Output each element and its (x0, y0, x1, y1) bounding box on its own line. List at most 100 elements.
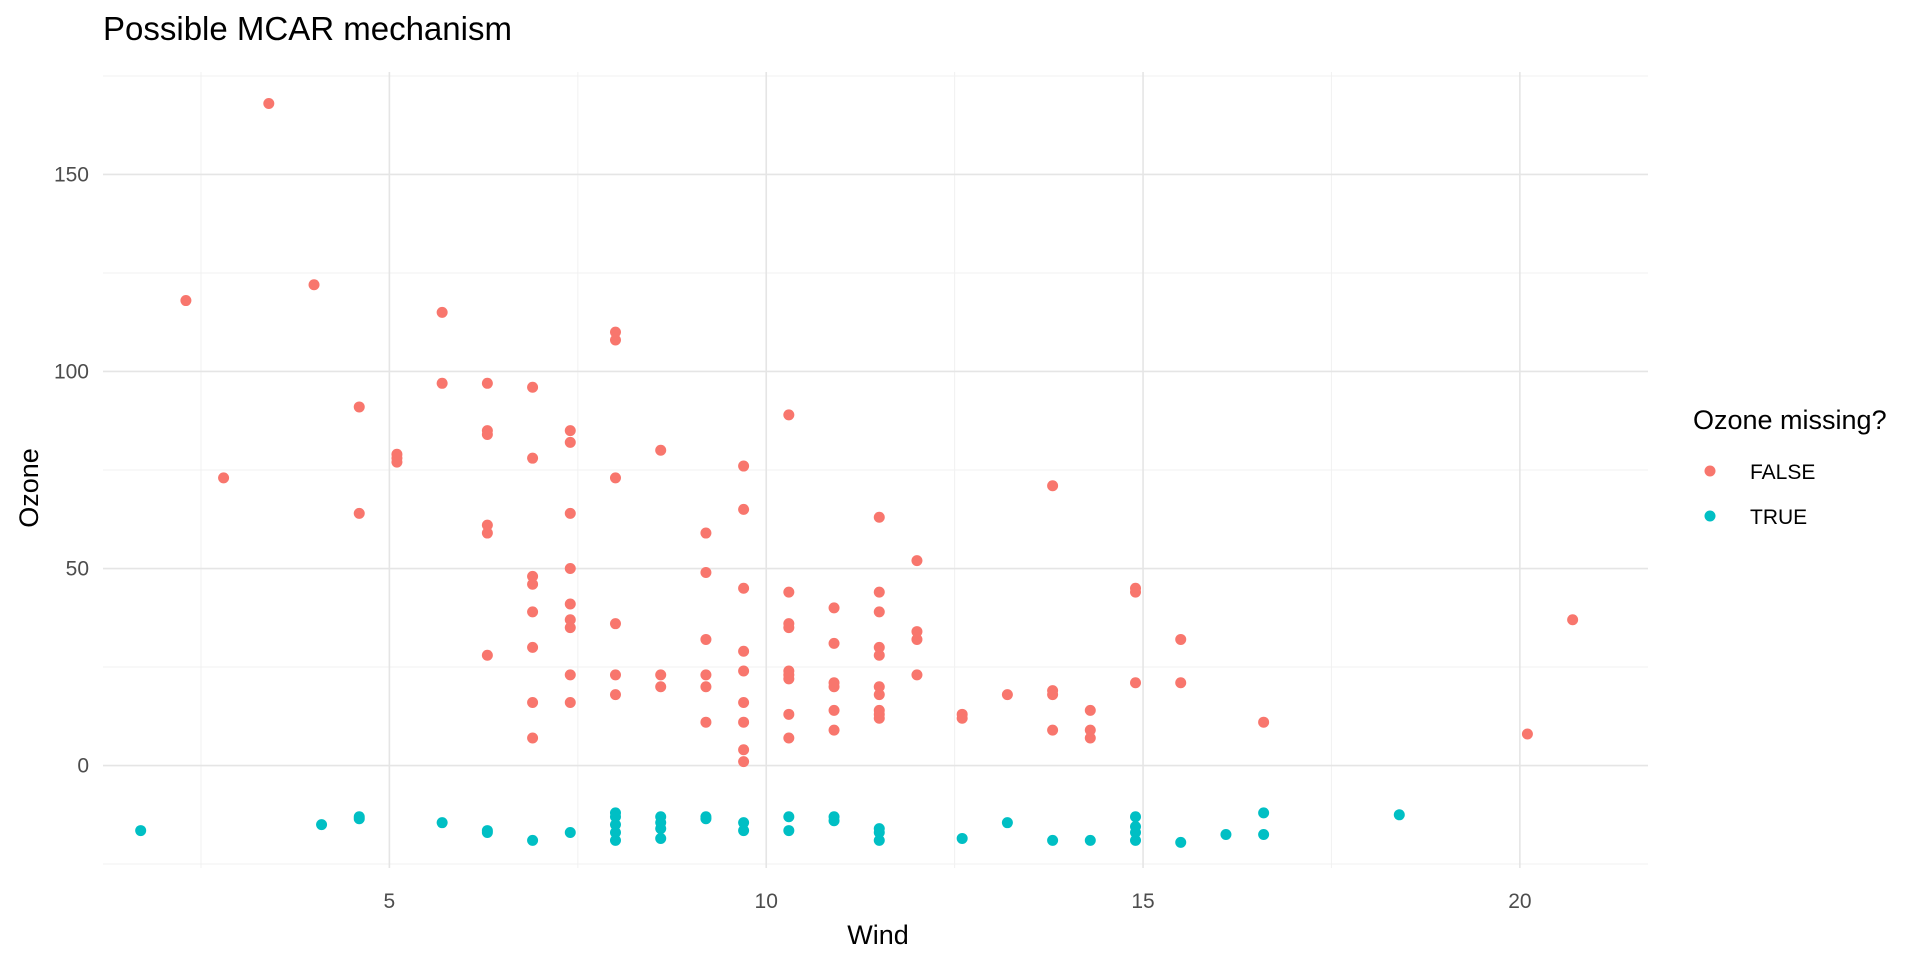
data-point-false (1047, 689, 1059, 701)
data-point-false (783, 708, 795, 720)
data-point-true (609, 819, 621, 831)
legend-label-false: FALSE (1750, 461, 1815, 484)
data-point-true (353, 813, 365, 825)
data-point-true (783, 825, 795, 837)
data-point-false (738, 460, 750, 472)
data-point-false (436, 306, 448, 318)
data-point-false (655, 444, 667, 456)
data-point-true (609, 834, 621, 846)
x-axis-title: Wind (847, 920, 909, 950)
legend-marker-true (1704, 510, 1716, 522)
y-axis-ticks: 0 50 100 150 (54, 163, 89, 777)
data-point-false (873, 641, 885, 653)
data-point-false (391, 456, 403, 468)
data-point-true (1393, 809, 1405, 821)
data-point-false (783, 732, 795, 744)
data-point-true (700, 813, 712, 825)
data-point-false (353, 401, 365, 413)
data-point-false (527, 452, 539, 464)
data-point-false (828, 602, 840, 614)
data-point-true (655, 823, 667, 835)
y-tick-label: 0 (77, 755, 89, 778)
x-axis-ticks: 5 10 15 20 (384, 890, 1532, 913)
data-point-false (564, 563, 576, 575)
data-point-false (738, 756, 750, 768)
data-point-false (353, 507, 365, 519)
data-point-false (609, 669, 621, 681)
data-point-false (828, 704, 840, 716)
data-point-true (1130, 827, 1142, 839)
data-point-false (655, 669, 667, 681)
data-point-false (564, 507, 576, 519)
data-point-true (316, 819, 328, 831)
data-point-true (873, 827, 885, 839)
data-point-false (1521, 728, 1533, 740)
data-point-false (738, 503, 750, 515)
data-point-false (738, 696, 750, 708)
data-point-false (783, 409, 795, 421)
data-point-true (1001, 817, 1013, 829)
data-point-true (1258, 807, 1270, 819)
data-point-false (481, 429, 493, 441)
data-point-false (738, 582, 750, 594)
data-point-false (1084, 732, 1096, 744)
data-point-false (873, 586, 885, 598)
data-point-false (1130, 677, 1142, 689)
x-tick-label: 20 (1508, 890, 1531, 913)
data-point-true (481, 827, 493, 839)
data-point-false (873, 681, 885, 693)
data-point-true (564, 827, 576, 839)
data-point-false (1567, 614, 1579, 626)
data-point-false (655, 681, 667, 693)
data-point-true (1130, 811, 1142, 823)
data-point-false (1001, 689, 1013, 701)
data-point-false (1084, 724, 1096, 736)
data-point-false (873, 649, 885, 661)
data-points (135, 98, 1579, 848)
data-point-false (1258, 716, 1270, 728)
data-point-false (783, 673, 795, 685)
data-point-true (436, 817, 448, 829)
data-point-false (873, 712, 885, 724)
data-point-false (263, 98, 275, 110)
data-point-false (564, 436, 576, 448)
legend-title: Ozone missing? (1693, 405, 1887, 435)
data-point-false (481, 519, 493, 531)
data-point-false (828, 637, 840, 649)
data-point-false (828, 724, 840, 736)
data-point-false (527, 732, 539, 744)
data-point-true (828, 815, 840, 827)
data-point-false (700, 716, 712, 728)
data-point-false (738, 645, 750, 657)
data-point-false (527, 578, 539, 590)
legend-marker-false (1704, 465, 1716, 477)
data-point-true (1175, 836, 1187, 848)
x-tick-label: 5 (384, 890, 396, 913)
data-point-false (609, 618, 621, 630)
data-point-true (956, 832, 968, 844)
data-point-false (1175, 633, 1187, 645)
data-point-true (1047, 834, 1059, 846)
data-point-false (873, 511, 885, 523)
data-point-false (564, 669, 576, 681)
data-point-false (1047, 724, 1059, 736)
data-point-false (911, 669, 923, 681)
y-tick-label: 150 (54, 163, 89, 186)
data-point-false (700, 527, 712, 539)
y-tick-label: 50 (66, 558, 89, 581)
data-point-false (527, 570, 539, 582)
data-point-false (218, 472, 230, 484)
chart-title: Possible MCAR mechanism (103, 10, 512, 47)
data-point-true (1220, 829, 1232, 841)
data-point-true (135, 825, 147, 837)
data-point-false (700, 633, 712, 645)
legend-label-true: TRUE (1750, 506, 1807, 529)
data-point-true (527, 834, 539, 846)
data-point-false (738, 744, 750, 756)
data-point-false (828, 681, 840, 693)
data-point-false (609, 689, 621, 701)
data-point-false (700, 566, 712, 578)
data-point-true (783, 811, 795, 823)
data-point-false (481, 527, 493, 539)
